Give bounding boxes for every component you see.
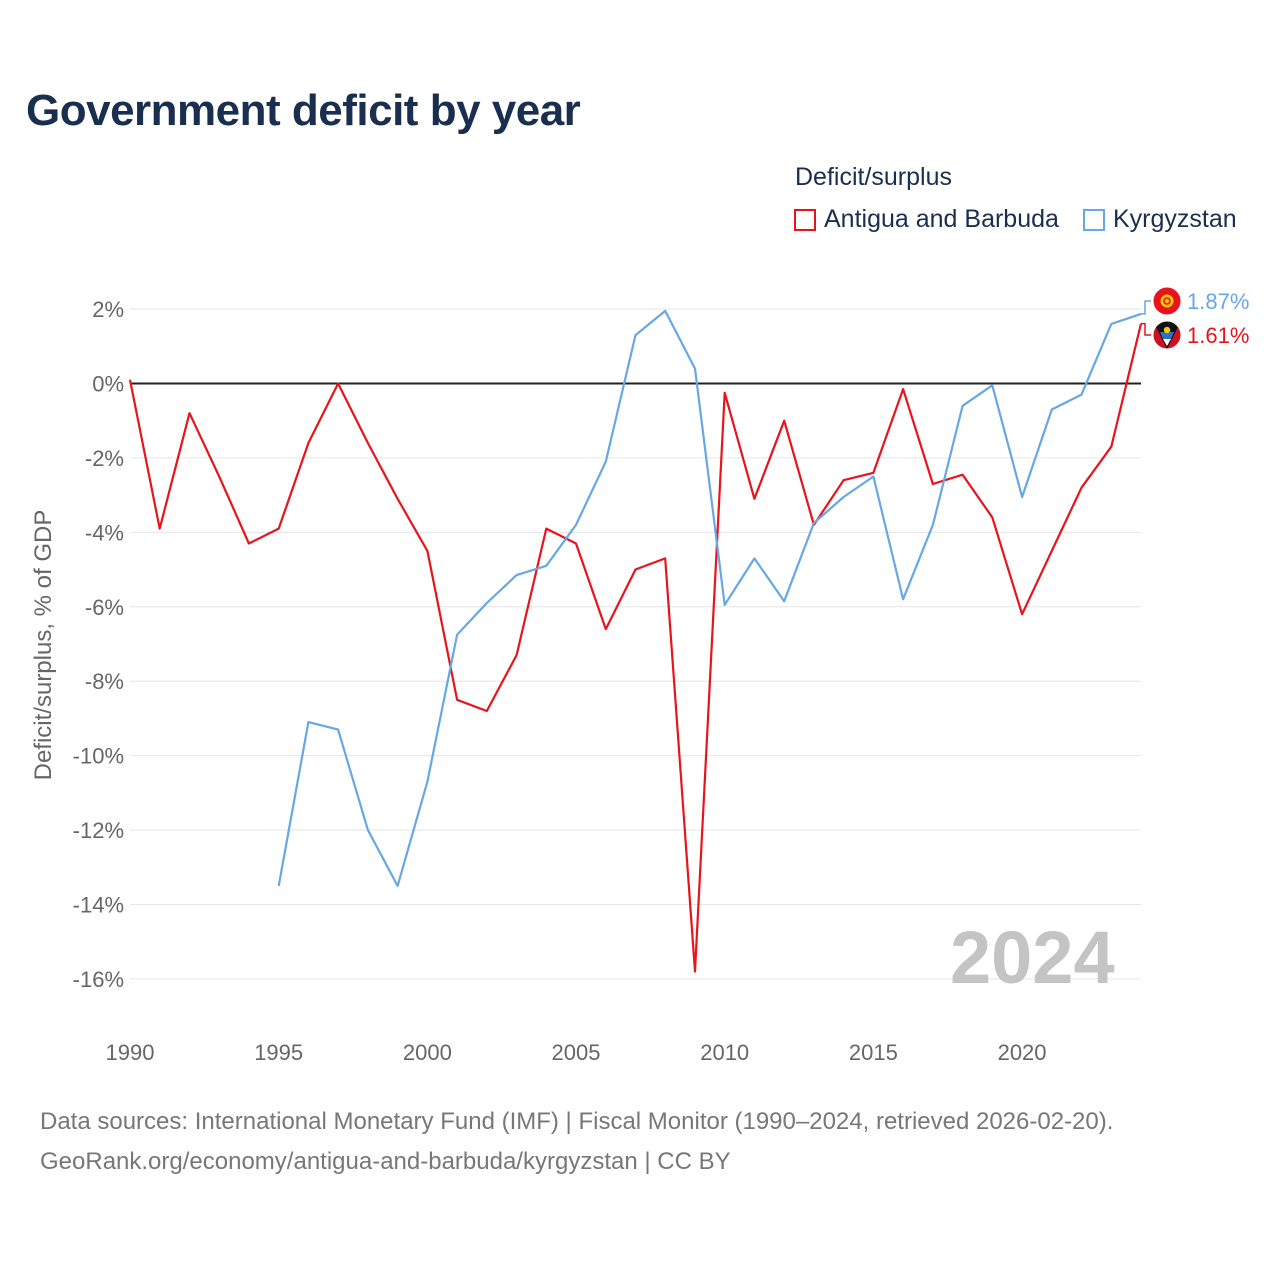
year-watermark: 2024 (950, 916, 1115, 999)
data-point-kyrgyzstan[interactable] (930, 522, 936, 528)
legend-item-kyrgyzstan[interactable]: Kyrgyzstan (1083, 205, 1237, 234)
data-point-kyrgyzstan[interactable] (603, 459, 609, 465)
x-tick-label: 2020 (998, 1040, 1047, 1065)
data-point-antigua[interactable] (424, 548, 430, 554)
series-line-antigua[interactable] (128, 323, 1143, 973)
data-point-antigua[interactable] (157, 526, 163, 532)
end-label-kyrgyzstan: 1.87% (1187, 289, 1249, 314)
data-point-antigua[interactable] (900, 386, 906, 392)
data-point-kyrgyzstan[interactable] (424, 779, 430, 785)
data-point-antigua[interactable] (573, 540, 579, 546)
data-point-antigua[interactable] (484, 708, 490, 714)
data-point-kyrgyzstan[interactable] (454, 632, 460, 638)
data-point-antigua[interactable] (751, 496, 757, 502)
data-point-antigua[interactable] (841, 477, 847, 483)
line-chart: 2024 2% 0% -2% -4% -6% -8% -10% -12% -14% -16% 199… (30, 286, 1249, 1065)
data-point-antigua[interactable] (603, 626, 609, 632)
data-point-antigua[interactable] (335, 380, 341, 386)
legend-label-antigua: Antigua and Barbuda (824, 205, 1059, 233)
data-point-antigua[interactable] (781, 418, 787, 424)
legend-item-antigua[interactable]: Antigua and Barbuda (794, 205, 1059, 234)
data-point-kyrgyzstan[interactable] (781, 598, 787, 604)
y-tick-label: -12% (73, 818, 124, 843)
series-line-kyrgyzstan[interactable] (277, 309, 1142, 887)
data-point-kyrgyzstan[interactable] (1049, 407, 1055, 413)
data-point-kyrgyzstan[interactable] (751, 555, 757, 561)
data-point-antigua[interactable] (1079, 485, 1085, 491)
legend-title: Deficit/surplus (795, 163, 952, 191)
data-point-kyrgyzstan[interactable] (395, 883, 401, 889)
data-point-antigua[interactable] (543, 526, 549, 532)
legend-label-kyrgyzstan: Kyrgyzstan (1113, 205, 1237, 233)
data-point-kyrgyzstan[interactable] (365, 827, 371, 833)
data-point-antigua[interactable] (722, 390, 728, 396)
x-tick-label: 2005 (552, 1040, 601, 1065)
data-point-kyrgyzstan[interactable] (722, 602, 728, 608)
data-point-antigua[interactable] (305, 440, 311, 446)
data-point-kyrgyzstan[interactable] (1108, 321, 1114, 327)
y-tick-label: -14% (73, 892, 124, 917)
data-point-antigua[interactable] (395, 496, 401, 502)
data-point-kyrgyzstan[interactable] (692, 366, 698, 372)
y-tick-label: -6% (85, 595, 124, 620)
end-label-antigua: 1.61% (1187, 323, 1249, 348)
y-tick-label: -16% (73, 967, 124, 992)
footer-sources: Data sources: International Monetary Fun… (40, 1108, 1114, 1135)
data-point-kyrgyzstan[interactable] (573, 522, 579, 528)
y-tick-label: 0% (92, 371, 124, 396)
data-point-antigua[interactable] (127, 377, 133, 383)
data-point-antigua[interactable] (1019, 611, 1025, 617)
legend-swatch-antigua (794, 208, 816, 231)
data-point-kyrgyzstan[interactable] (841, 494, 847, 500)
data-point-kyrgyzstan[interactable] (1079, 392, 1085, 398)
data-point-antigua[interactable] (186, 410, 192, 416)
x-tick-label: 2010 (700, 1040, 749, 1065)
data-point-kyrgyzstan[interactable] (335, 727, 341, 733)
data-point-antigua[interactable] (930, 481, 936, 487)
data-point-antigua[interactable] (246, 540, 252, 546)
data-point-kyrgyzstan[interactable] (276, 883, 282, 889)
data-point-antigua[interactable] (216, 474, 222, 480)
data-point-antigua[interactable] (365, 440, 371, 446)
data-point-kyrgyzstan[interactable] (989, 382, 995, 388)
data-point-kyrgyzstan[interactable] (1019, 494, 1025, 500)
end-label-connector-antigua (1141, 322, 1151, 336)
y-tick-label: -4% (85, 520, 124, 545)
x-tick-label: 1995 (254, 1040, 303, 1065)
data-point-antigua[interactable] (276, 526, 282, 532)
data-point-kyrgyzstan[interactable] (662, 308, 668, 314)
end-label-connector-kyrgyzstan (1141, 300, 1151, 315)
x-tick-label: 1990 (106, 1040, 155, 1065)
data-point-antigua[interactable] (514, 652, 520, 658)
y-axis-label: Deficit/surplus, % of GDP (30, 510, 57, 781)
data-point-antigua[interactable] (989, 514, 995, 520)
data-point-antigua[interactable] (454, 697, 460, 703)
data-point-kyrgyzstan[interactable] (305, 719, 311, 725)
data-point-kyrgyzstan[interactable] (811, 520, 817, 526)
data-point-antigua[interactable] (1108, 444, 1114, 450)
x-tick-label: 2015 (849, 1040, 898, 1065)
footer-url[interactable]: GeoRank.org/economy/antigua-and-barbuda/… (40, 1148, 731, 1175)
data-point-kyrgyzstan[interactable] (633, 332, 639, 338)
legend-swatch-kyrgyzstan (1083, 208, 1105, 231)
data-point-kyrgyzstan[interactable] (900, 596, 906, 602)
data-point-kyrgyzstan[interactable] (514, 572, 520, 578)
y-tick-label: -2% (85, 446, 124, 471)
y-tick-label: -10% (73, 744, 124, 769)
kyrgyzstan-flag-icon (1152, 286, 1182, 316)
data-point-antigua[interactable] (692, 968, 698, 974)
data-point-kyrgyzstan[interactable] (870, 474, 876, 480)
data-point-kyrgyzstan[interactable] (484, 600, 490, 606)
x-tick-label: 2000 (403, 1040, 452, 1065)
data-point-kyrgyzstan[interactable] (960, 403, 966, 409)
antigua-flag-icon (1152, 320, 1182, 350)
data-point-antigua[interactable] (633, 567, 639, 573)
page-title: Government deficit by year (26, 86, 581, 135)
data-point-antigua[interactable] (960, 472, 966, 478)
y-tick-label: -8% (85, 669, 124, 694)
y-tick-label: 2% (92, 297, 124, 322)
data-point-antigua[interactable] (1049, 548, 1055, 554)
data-point-kyrgyzstan[interactable] (543, 563, 549, 569)
data-point-antigua[interactable] (662, 555, 668, 561)
